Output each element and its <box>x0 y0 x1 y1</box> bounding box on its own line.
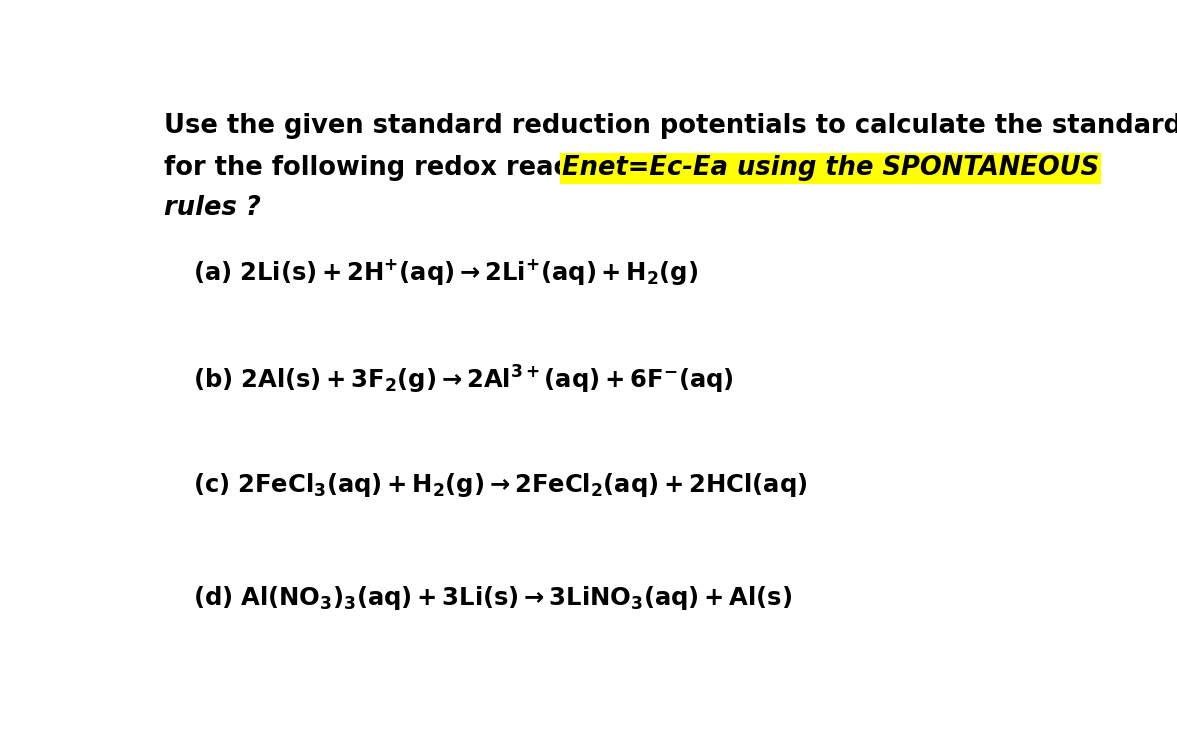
Text: rules ?: rules ? <box>164 195 260 221</box>
Text: $\mathbf{(a)\ 2Li(s) + 2H^{+}(aq) \rightarrow 2Li^{+}(aq) + H_{2}(g)}$: $\mathbf{(a)\ 2Li(s) + 2H^{+}(aq) \right… <box>193 257 698 287</box>
Text: Use the given standard reduction potentials to calculate the standard cell poten: Use the given standard reduction potenti… <box>164 113 1177 139</box>
Text: for the following redox reactions:: for the following redox reactions: <box>164 155 651 182</box>
Text: $\mathbf{(d)\ Al(NO_{3})_{3}(aq) + 3Li(s) \rightarrow 3LiNO_{3}(aq) + Al(s)}$: $\mathbf{(d)\ Al(NO_{3})_{3}(aq) + 3Li(s… <box>193 584 792 612</box>
Text: Enet=Ec-Ea using the SPONTANEOUS: Enet=Ec-Ea using the SPONTANEOUS <box>563 155 1099 182</box>
Text: $\mathbf{(b)\ 2Al(s) + 3F_{2}(g) \rightarrow 2Al^{3+}(aq) + 6F^{-}(aq)}$: $\mathbf{(b)\ 2Al(s) + 3F_{2}(g) \righta… <box>193 364 733 396</box>
Text: $\mathbf{(c)\ 2FeCl_{3}(aq) + H_{2}(g) \rightarrow 2FeCl_{2}(aq) + 2HCl(aq)}$: $\mathbf{(c)\ 2FeCl_{3}(aq) + H_{2}(g) \… <box>193 471 807 499</box>
